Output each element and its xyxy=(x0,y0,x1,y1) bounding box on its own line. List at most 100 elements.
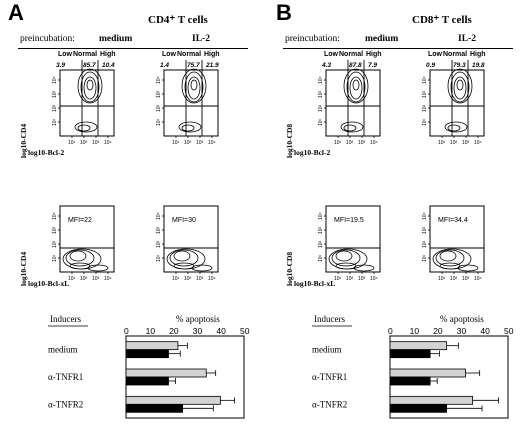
gate-label-normal: Normal xyxy=(443,51,467,58)
mfi-label: MFI=30 xyxy=(172,217,196,224)
x-tick-label: 10³ xyxy=(92,140,100,146)
contour-ring xyxy=(450,71,470,103)
y-tick-label: 10⁴ xyxy=(156,76,162,84)
contour-ring xyxy=(444,121,468,133)
y-tick-label: 10⁴ xyxy=(422,212,428,220)
x-tick-label: 0 xyxy=(388,326,393,336)
contour-ring xyxy=(80,71,100,103)
bar-black xyxy=(389,403,448,413)
panel-a-bcl2-ylabel: log10-CD4 xyxy=(19,123,28,158)
x-tick-label: 10⁴ xyxy=(208,276,216,282)
x-tick-label: 10² xyxy=(80,276,88,282)
y-tick-label: 10⁴ xyxy=(52,212,58,220)
x-tick-label: 10² xyxy=(450,140,458,146)
gate-label-high: High xyxy=(204,51,220,58)
y-tick-label: 10¹ xyxy=(318,254,324,262)
bclxl-contour-svg: MFI=22 10¹ 10² 10³ 10⁴ 10¹ 10² 10³ 10⁴ xyxy=(52,205,115,282)
x-tick-label: 0 xyxy=(124,326,129,336)
bar-gray xyxy=(125,368,207,378)
contour-ring xyxy=(353,264,375,272)
gate-label-high: High xyxy=(366,51,382,58)
plot-frame xyxy=(429,205,485,273)
panel-b-bcl2-xlabel: log10-Bcl-2 xyxy=(294,148,331,157)
panel-label-a: A xyxy=(8,0,24,25)
gate-label-low: Low xyxy=(162,51,177,58)
contour-ring xyxy=(77,124,91,132)
x-tick-label: 10³ xyxy=(358,276,366,282)
y-tick-label: 10¹ xyxy=(318,118,324,126)
y-tick-label: 10¹ xyxy=(156,254,162,262)
x-tick-label: 10⁴ xyxy=(474,140,482,146)
bcl2-contour-svg: 10¹ 10² 10³ 10⁴ 10¹ 10² 10³ 10⁴ Low Normal High 4.3… xyxy=(318,51,382,146)
bcl2-contour-svg: 10¹ 10² 10³ 10⁴ 10¹ 10² 10³ 10⁴ Low Normal High 0.9… xyxy=(422,51,486,146)
category-label: α-TNFR1 xyxy=(48,372,83,382)
percent-normal: 79.3 xyxy=(453,62,466,69)
contour-ring xyxy=(453,76,467,100)
chart-inducers-label: Inducers xyxy=(314,314,345,324)
contour-ring xyxy=(435,249,465,267)
x-tick-label: 10¹ xyxy=(438,140,446,146)
chart-metric-label: % apoptosis xyxy=(440,314,484,324)
y-tick-label: 10² xyxy=(422,104,428,112)
y-tick-label: 10² xyxy=(156,240,162,248)
bar-chart-svg: Inducers % apoptosis 0 10 20 30 40 50 medium α-TN… xyxy=(48,314,250,419)
contour-ring xyxy=(87,264,109,272)
bclxl-contour-svg: MFI=34.4 10¹ 10² 10³ 10⁴ 10¹ 10² 10³ 10⁴ xyxy=(422,205,485,282)
x-tick-label: 10² xyxy=(450,276,458,282)
x-tick-label: 10¹ xyxy=(68,276,76,282)
panel-b-preincubation-label: preincubation: xyxy=(285,34,340,44)
x-tick-label: 10³ xyxy=(462,276,470,282)
percent-low: 4.3 xyxy=(321,62,331,69)
panel-a-title: CD4⁺ T cells xyxy=(148,14,208,26)
panel-b-header-rule xyxy=(283,48,513,49)
contour-ring xyxy=(447,124,461,132)
x-tick-label: 10⁴ xyxy=(104,276,112,282)
category-label: medium xyxy=(312,345,342,355)
contour-ring xyxy=(340,121,364,133)
bar-black xyxy=(125,376,169,386)
panel-b-bclxl-ylabel: log10-CD8 xyxy=(285,251,294,286)
x-tick-label: 40 xyxy=(480,326,490,336)
y-tick-label: 10³ xyxy=(52,90,58,98)
contour-ring xyxy=(169,249,199,267)
x-tick-label: 10¹ xyxy=(334,140,342,146)
bar-black xyxy=(125,349,169,359)
gate-label-normal: Normal xyxy=(73,51,97,58)
contour-ring xyxy=(83,76,97,100)
bclxl-contour-svg: MFI=19.5 10¹ 10² 10³ 10⁴ 10¹ 10² 10³ 10⁴ xyxy=(318,205,381,282)
panel-label-b: B xyxy=(276,0,292,25)
y-tick-label: 10¹ xyxy=(52,118,58,126)
panel-b-title: CD8⁺ T cells xyxy=(412,14,472,26)
contour-ring xyxy=(349,76,363,100)
bclxl-contour-svg: MFI=30 10¹ 10² 10³ 10⁴ 10¹ 10² 10³ 10⁴ xyxy=(156,205,219,282)
y-tick-label: 10³ xyxy=(52,226,58,234)
bar-gray xyxy=(125,395,221,405)
x-tick-label: 20 xyxy=(169,326,179,336)
x-tick-label: 10⁴ xyxy=(104,140,112,146)
bar-gray xyxy=(389,368,466,378)
x-tick-label: 10² xyxy=(184,276,192,282)
category-label: α-TNFR1 xyxy=(312,372,347,382)
x-tick-label: 10³ xyxy=(462,140,470,146)
x-tick-label: 10³ xyxy=(196,276,204,282)
contour-ring xyxy=(74,121,98,133)
bar-gray xyxy=(125,341,179,351)
x-tick-label: 20 xyxy=(433,326,443,336)
gate-label-low: Low xyxy=(324,51,339,58)
bcl2-contour-svg: 10¹ 10² 10³ 10⁴ 10¹ 10² 10³ 10⁴ Low Normal High 3.9… xyxy=(52,51,116,146)
bar-black xyxy=(389,349,431,359)
bar-chart-svg: Inducers % apoptosis 0 10 20 30 40 50 medium α-TN… xyxy=(312,314,514,419)
y-tick-label: 10⁴ xyxy=(318,212,324,220)
plot-frame xyxy=(59,69,115,137)
contour-ring xyxy=(343,68,369,104)
y-tick-label: 10¹ xyxy=(422,254,428,262)
category-label: α-TNFR2 xyxy=(312,399,347,409)
y-tick-label: 10³ xyxy=(318,90,324,98)
panel-a-preincubation-label: preincubation: xyxy=(20,34,75,44)
x-tick-label: 10 xyxy=(410,326,420,336)
y-tick-label: 10¹ xyxy=(422,118,428,126)
category-label: medium xyxy=(48,345,78,355)
y-tick-label: 10¹ xyxy=(156,118,162,126)
y-tick-label: 10⁴ xyxy=(422,76,428,84)
y-tick-label: 10² xyxy=(156,104,162,112)
